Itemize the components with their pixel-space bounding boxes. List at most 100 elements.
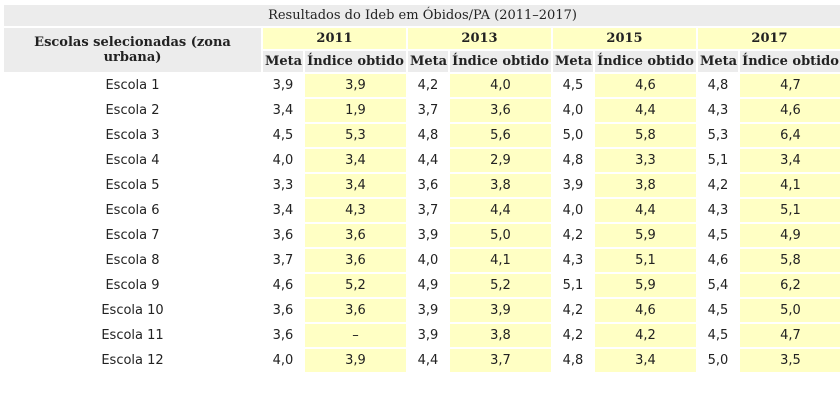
index-cell: 4,6 (595, 299, 696, 322)
meta-header: Meta (263, 51, 303, 72)
meta-cell: 3,3 (263, 174, 303, 197)
meta-cell: 4,4 (408, 349, 448, 372)
school-name: Escola 7 (105, 228, 160, 243)
school-row: Escola 1 3,9 3,9 4,2 4,0 4,5 4,6 4,8 4,7 (4, 74, 840, 97)
index-header: Índice obtido (595, 51, 696, 72)
index-cell: 3,9 (305, 74, 406, 97)
school-row: Escola 9 4,6 5,2 4,9 5,2 5,1 5,9 5,4 6,2 (4, 274, 840, 297)
index-cell: 3,3 (595, 149, 696, 172)
index-cell: 4,6 (595, 74, 696, 97)
school-name: Escola 1 (105, 78, 160, 93)
meta-cell: 4,9 (408, 274, 448, 297)
index-cell: 3,9 (450, 299, 551, 322)
meta-cell: 4,0 (408, 249, 448, 272)
index-cell: 5,2 (450, 274, 551, 297)
school-name: Escola 3 (105, 128, 160, 143)
index-cell: 4,0 (450, 74, 551, 97)
meta-cell: 3,9 (408, 324, 448, 347)
meta-cell: 4,3 (553, 249, 593, 272)
meta-cell: 4,0 (553, 99, 593, 122)
school-row: Escola 12 4,0 3,9 4,4 3,7 4,8 3,4 5,0 3,5 (4, 349, 840, 372)
index-cell: 4,9 (740, 224, 840, 247)
school-row: Escola 4 4,0 3,4 4,4 2,9 4,8 3,3 5,1 3,4 (4, 149, 840, 172)
meta-cell: 3,6 (263, 224, 303, 247)
index-cell: 6,4 (740, 124, 840, 147)
index-cell: 5,9 (595, 274, 696, 297)
meta-cell: 4,0 (553, 199, 593, 222)
title-row: Resultados do Ideb em Óbidos/PA (2011–20… (4, 5, 840, 26)
meta-cell: 4,5 (553, 74, 593, 97)
index-cell: 4,7 (740, 74, 840, 97)
meta-cell: 3,9 (553, 174, 593, 197)
index-cell: 3,4 (305, 174, 406, 197)
school-row: Escola 5 3,3 3,4 3,6 3,8 3,9 3,8 4,2 4,1 (4, 174, 840, 197)
school-row: Escola 7 3,6 3,6 3,9 5,0 4,2 5,9 4,5 4,9 (4, 224, 840, 247)
meta-cell: 5,0 (698, 349, 738, 372)
meta-cell: 3,4 (263, 199, 303, 222)
school-name: Escola 5 (105, 178, 160, 193)
index-cell: 5,0 (740, 299, 840, 322)
meta-cell: 5,4 (698, 274, 738, 297)
index-header: Índice obtido (740, 51, 840, 72)
school-row: Escola 3 4,5 5,3 4,8 5,6 5,0 5,8 5,3 6,4 (4, 124, 840, 147)
index-header: Índice obtido (305, 51, 406, 72)
index-cell: 4,4 (595, 199, 696, 222)
meta-cell: 3,6 (408, 174, 448, 197)
school-name: Escola 4 (105, 153, 160, 168)
index-header: Índice obtido (450, 51, 551, 72)
index-cell: 5,9 (595, 224, 696, 247)
table-body: Escola 1 3,9 3,9 4,2 4,0 4,5 4,6 4,8 4,7 Escola 2… (4, 74, 840, 372)
school-row: Escola 6 3,4 4,3 3,7 4,4 4,0 4,4 4,3 5,1 (4, 199, 840, 222)
year-header: 2017 (698, 28, 840, 49)
index-cell: 4,4 (595, 99, 696, 122)
index-cell: 3,5 (740, 349, 840, 372)
meta-cell: 3,7 (263, 249, 303, 272)
index-cell: 3,7 (450, 349, 551, 372)
school-name: Escola 11 (101, 328, 164, 343)
meta-cell: 4,6 (263, 274, 303, 297)
school-name: Escola 9 (105, 278, 160, 293)
meta-cell: 3,4 (263, 99, 303, 122)
meta-header: Meta (408, 51, 448, 72)
school-row: Escola 2 3,4 1,9 3,7 3,6 4,0 4,4 4,3 4,6 (4, 99, 840, 122)
meta-cell: 4,5 (698, 224, 738, 247)
index-cell: 5,2 (305, 274, 406, 297)
school-name: Escola 12 (101, 353, 164, 368)
index-cell: 5,6 (450, 124, 551, 147)
meta-cell: 4,3 (698, 199, 738, 222)
meta-cell: 4,4 (408, 149, 448, 172)
index-cell: 1,9 (305, 99, 406, 122)
meta-cell: 5,1 (553, 274, 593, 297)
school-row: Escola 11 3,6–3,9 3,8 4,2 4,2 4,5 4,7 (4, 324, 840, 347)
meta-cell: 3,7 (408, 199, 448, 222)
index-cell: 3,4 (740, 149, 840, 172)
table-title: Resultados do Ideb em Óbidos/PA (2011–20… (4, 5, 840, 26)
index-cell: 4,2 (595, 324, 696, 347)
school-name: Escola 8 (105, 253, 160, 268)
meta-header: Meta (553, 51, 593, 72)
meta-cell: 4,0 (263, 149, 303, 172)
index-cell: 4,7 (740, 324, 840, 347)
meta-cell: 3,6 (263, 324, 303, 347)
index-cell: 3,8 (595, 174, 696, 197)
index-cell: 3,4 (595, 349, 696, 372)
index-cell: 3,8 (450, 324, 551, 347)
school-name: Escola 6 (105, 203, 160, 218)
meta-cell: 5,0 (553, 124, 593, 147)
meta-cell: 4,8 (553, 349, 593, 372)
school-row: Escola 8 3,7 3,6 4,0 4,1 4,3 5,1 4,6 5,8 (4, 249, 840, 272)
school-name: Escola 10 (101, 303, 164, 318)
index-cell: 3,4 (305, 149, 406, 172)
meta-cell: 5,3 (698, 124, 738, 147)
index-cell: 4,1 (450, 249, 551, 272)
index-cell: 5,8 (740, 249, 840, 272)
index-cell: 3,6 (305, 224, 406, 247)
index-cell: 4,3 (305, 199, 406, 222)
index-cell: 4,4 (450, 199, 551, 222)
meta-cell: 3,6 (263, 299, 303, 322)
index-cell: 3,8 (450, 174, 551, 197)
year-header: 2013 (408, 28, 551, 49)
meta-header: Meta (698, 51, 738, 72)
index-cell: 3,6 (305, 249, 406, 272)
ideb-table: Resultados do Ideb em Óbidos/PA (2011–20… (2, 3, 840, 374)
